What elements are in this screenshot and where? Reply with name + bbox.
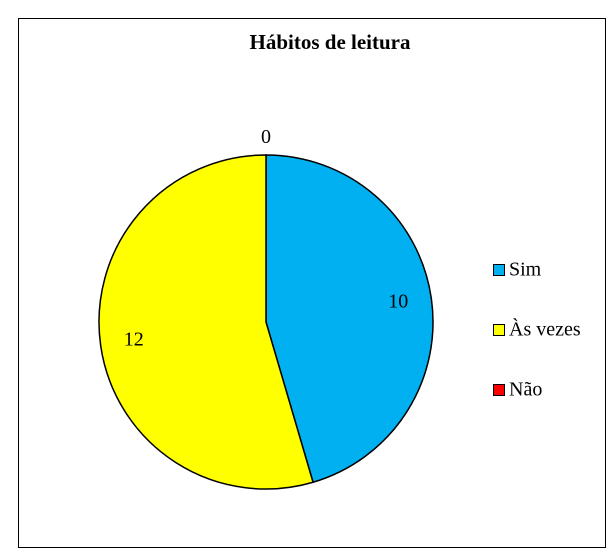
pie-slice xyxy=(98,154,314,490)
legend-swatch xyxy=(493,264,505,276)
data-label: 10 xyxy=(388,291,408,313)
data-label: 12 xyxy=(124,329,144,351)
legend-swatch xyxy=(493,384,505,396)
chart-title: Hábitos de leitura xyxy=(250,30,411,54)
data-label: 0 xyxy=(261,126,271,148)
legend-label: Não xyxy=(509,379,542,401)
pie-slice xyxy=(265,154,434,484)
legend-label: Às vezes xyxy=(509,318,581,341)
legend-label: Sim xyxy=(509,259,542,281)
legend-swatch xyxy=(493,324,505,336)
